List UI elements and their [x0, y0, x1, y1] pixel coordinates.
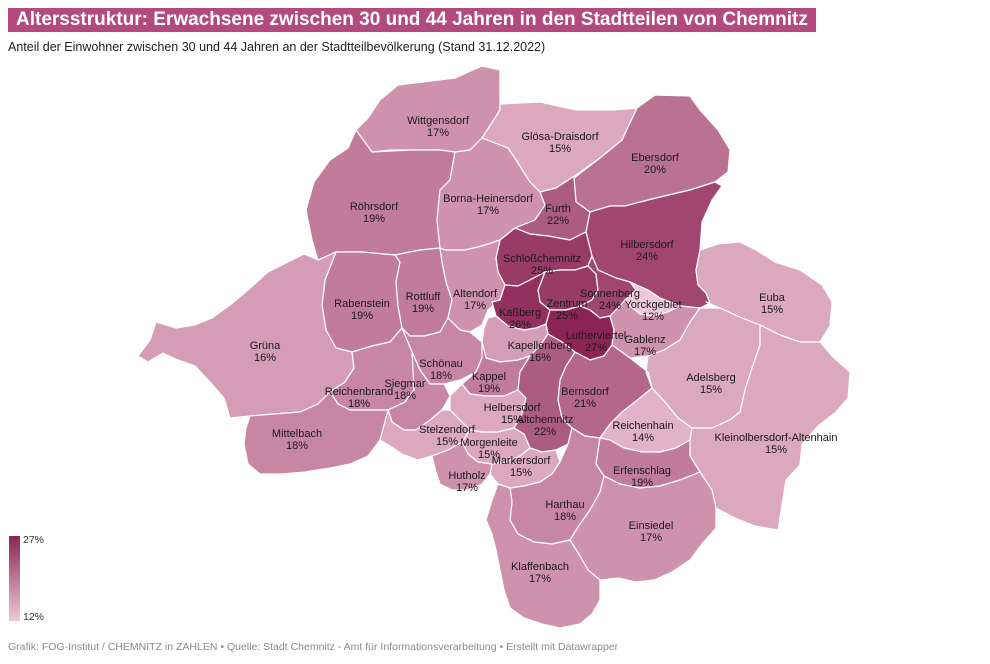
district-name-label: Klaffenbach — [511, 561, 569, 573]
district-name-label: Kapellenberg — [508, 340, 573, 352]
district-value-label: 18% — [394, 390, 416, 402]
district-value-label: 15% — [761, 304, 783, 316]
district-name-label: Borna-Heinersdorf — [443, 193, 534, 205]
district-name-label: Rabenstein — [334, 298, 390, 310]
district-name-label: Kappel — [472, 371, 506, 383]
district-value-label: 27% — [585, 342, 607, 354]
district-name-label: Yorckgebiet — [624, 299, 681, 311]
legend-min-label: 12% — [23, 611, 45, 623]
district-name-label: Zentrum — [547, 298, 588, 310]
district-name-label: Schönau — [419, 358, 462, 370]
chart-title: Altersstruktur: Erwachsene zwischen 30 u… — [8, 8, 816, 32]
district-name-label: Bernsdorf — [561, 386, 610, 398]
district-value-label: 26% — [509, 319, 531, 331]
district-value-label: 17% — [477, 205, 499, 217]
district-value-label: 12% — [642, 311, 664, 323]
district-value-label: 19% — [412, 303, 434, 315]
district-name-label: Altchemnitz — [517, 414, 574, 426]
district-name-label: Röhrsdorf — [350, 201, 399, 213]
district-value-label: 17% — [464, 300, 486, 312]
district-name-label: Grüna — [250, 340, 281, 352]
district-value-label: 20% — [644, 164, 666, 176]
source-footer: Grafik: FOG-Institut / CHEMNITZ in ZAHLE… — [8, 641, 619, 653]
district-name-label: Helbersdorf — [484, 402, 542, 414]
district-name-label: Rottluff — [406, 291, 442, 303]
district-value-label: 17% — [529, 573, 551, 585]
district-value-label: 17% — [427, 127, 449, 139]
district-value-label: 18% — [430, 370, 452, 382]
district-value-label: 25% — [556, 310, 578, 322]
district-name-label: Mittelbach — [272, 428, 322, 440]
district-value-label: 15% — [765, 444, 787, 456]
district-name-label: Lutherviertel — [566, 330, 627, 342]
district-value-label: 25% — [531, 265, 553, 277]
district-value-label: 17% — [456, 482, 478, 494]
district-value-label: 15% — [510, 467, 532, 479]
district-value-label: 19% — [363, 213, 385, 225]
district-name-label: Erfenschlag — [613, 465, 671, 477]
district-name-label: Schloßchemnitz — [503, 253, 581, 265]
district-value-label: 15% — [478, 449, 500, 461]
district-value-label: 24% — [636, 251, 658, 263]
district-hutholz[interactable] — [431, 441, 493, 491]
district-name-label: Wittgensdorf — [407, 115, 470, 127]
district-kleinolbersdorf-altenhain[interactable] — [689, 324, 851, 531]
district-value-label: 14% — [632, 432, 654, 444]
district-name-label: Morgenleite — [460, 437, 517, 449]
district-name-label: Adelsberg — [686, 372, 736, 384]
district-value-label: 21% — [574, 398, 596, 410]
district-name-label: Hutholz — [448, 470, 485, 482]
district-value-label: 18% — [286, 440, 308, 452]
district-value-label: 15% — [549, 143, 571, 155]
chart-subtitle: Anteil der Einwohner zwischen 30 und 44 … — [8, 40, 546, 54]
district-name-label: Kleinolbersdorf-Altenhain — [715, 432, 838, 444]
district-name-label: Altendorf — [453, 288, 498, 300]
district-value-label: 19% — [478, 383, 500, 395]
district-klaffenbach[interactable] — [485, 483, 601, 629]
district-name-label: Ebersdorf — [631, 152, 680, 164]
district-value-label: 19% — [631, 477, 653, 489]
district-value-label: 19% — [351, 310, 373, 322]
district-name-label: Furth — [545, 203, 571, 215]
district-value-label: 22% — [547, 215, 569, 227]
district-wittgensdorf[interactable] — [355, 65, 501, 153]
district-value-label: 22% — [534, 426, 556, 438]
district-name-label: Glösa-Draisdorf — [521, 131, 599, 143]
district-name-label: Gablenz — [625, 334, 666, 346]
district-name-label: Sonnenberg — [580, 288, 640, 300]
district-name-label: Markersdorf — [492, 455, 552, 467]
district-name-label: Einsiedel — [629, 520, 674, 532]
district-value-label: 17% — [640, 532, 662, 544]
district-value-label: 24% — [599, 300, 621, 312]
district-value-label: 15% — [700, 384, 722, 396]
color-scale-legend — [9, 536, 20, 621]
district-value-label: 18% — [348, 398, 370, 410]
district-einsiedel[interactable] — [569, 471, 717, 583]
district-name-label: Reichenhain — [612, 420, 673, 432]
district-name-label: Hilbersdorf — [620, 239, 674, 251]
district-value-label: 17% — [634, 346, 656, 358]
district-name-label: Stelzendorf — [419, 424, 476, 436]
district-value-label: 16% — [529, 352, 551, 364]
district-gruena[interactable] — [137, 251, 355, 419]
district-value-label: 18% — [554, 511, 576, 523]
district-value-label: 15% — [436, 436, 458, 448]
district-name-label: Reichenbrand — [325, 386, 394, 398]
district-value-label: 15% — [501, 414, 523, 426]
district-name-label: Harthau — [545, 499, 584, 511]
legend-max-label: 27% — [23, 534, 45, 546]
district-name-label: Kaßberg — [499, 307, 541, 319]
district-name-label: Euba — [759, 292, 786, 304]
district-value-label: 16% — [254, 352, 276, 364]
district-name-label: Siegmar — [385, 378, 426, 390]
